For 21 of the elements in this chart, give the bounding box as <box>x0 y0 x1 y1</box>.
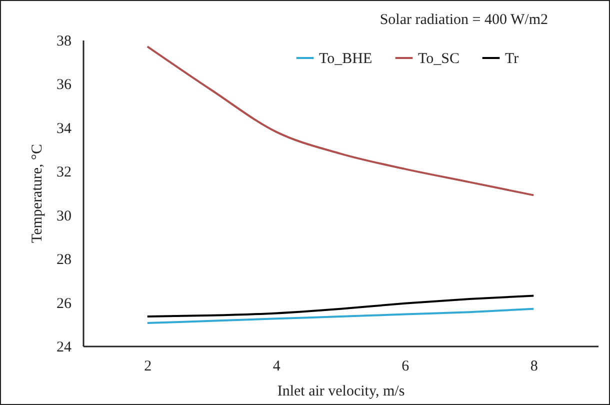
y-tick-label: 24 <box>56 340 72 356</box>
x-tick-label: 4 <box>272 358 281 374</box>
y-tick-label: 30 <box>56 208 72 224</box>
y-tick-label: 36 <box>56 77 72 94</box>
y-tick-label: 28 <box>56 252 72 268</box>
y-tick-label: 26 <box>56 296 72 312</box>
x-tick-label: 8 <box>530 358 538 374</box>
line-series <box>146 294 535 318</box>
x-tick-label: 6 <box>402 358 410 374</box>
line-series <box>146 308 535 324</box>
chart-title: Solar radiation = 400 W/m2 <box>380 12 548 28</box>
y-tick-label: 32 <box>56 164 72 181</box>
y-tick-label: 38 <box>56 34 72 50</box>
x-tick-label: 2 <box>144 358 152 374</box>
x-axis-title: Inlet air velocity, m/s <box>277 384 405 400</box>
y-tick-label: 34 <box>56 120 72 137</box>
legend-label: Tr <box>505 51 519 67</box>
line-series <box>146 46 535 196</box>
legend-label: To_BHE <box>319 51 372 67</box>
legend-label: To_SC <box>418 51 460 67</box>
y-axis-title: Temperature, °C <box>30 144 46 244</box>
